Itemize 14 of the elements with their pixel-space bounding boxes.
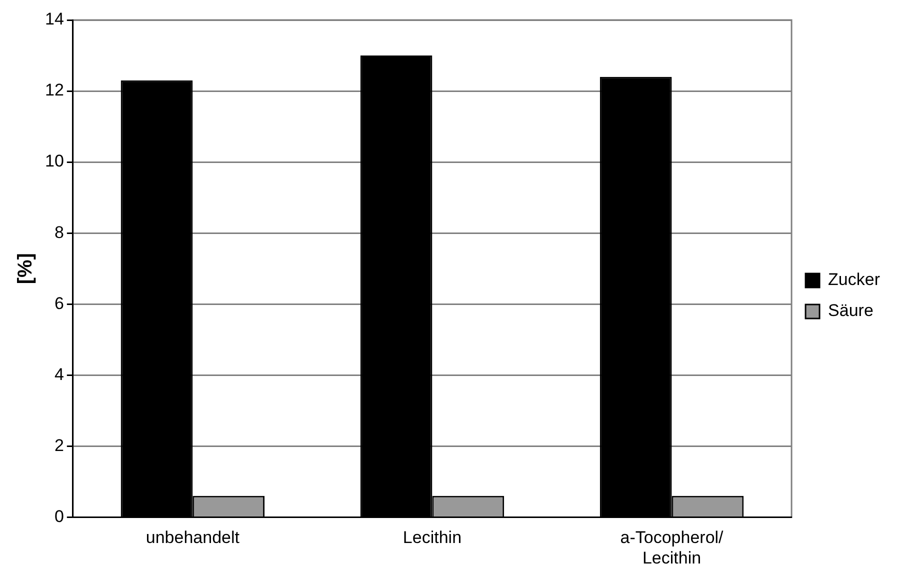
y-tick-label: 0 — [54, 506, 64, 526]
y-tick-label: 2 — [54, 436, 64, 455]
y-tick-label: 4 — [54, 364, 64, 384]
y-axis-title: [%] — [14, 253, 37, 284]
y-tick-label: 12 — [44, 80, 64, 100]
legend-label: Zucker — [828, 270, 880, 290]
y-tick-label: 8 — [54, 222, 64, 242]
legend-label: Säure — [828, 301, 874, 320]
y-tick-label: 10 — [44, 152, 64, 171]
x-tick-label: unbehandelt — [146, 528, 240, 548]
x-tick-label: a-Tocopherol/ Lecithin — [620, 528, 724, 568]
y-tick-label: 6 — [54, 294, 64, 313]
x-tick-label: Lecithin — [402, 528, 462, 548]
y-tick-label: 14 — [44, 10, 64, 29]
